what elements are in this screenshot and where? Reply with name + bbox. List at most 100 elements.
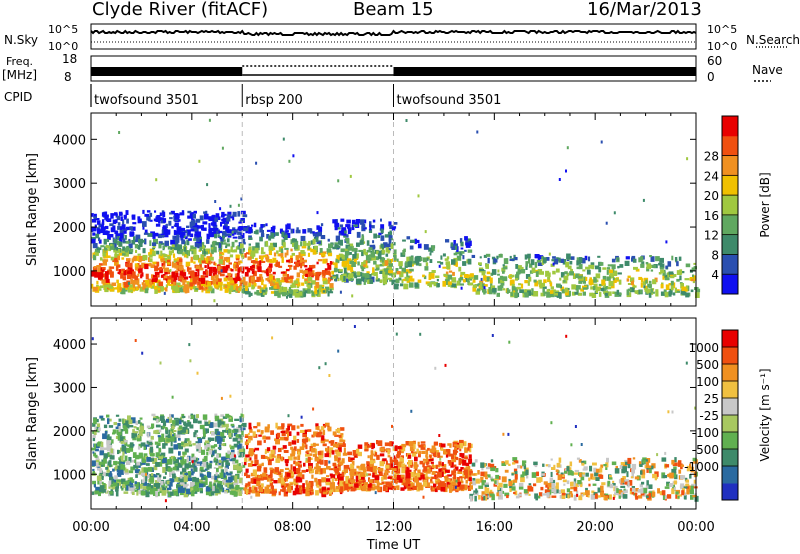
power-scatter-point [442, 253, 446, 257]
velocity-scatter-point [156, 483, 161, 488]
power-scatter-point [361, 235, 365, 241]
velocity-scatter-point [640, 470, 643, 475]
power-scatter-point [180, 227, 186, 231]
velocity-scatter-point [212, 422, 217, 428]
power-scatter-point [158, 281, 164, 287]
velocity-scatter-point [501, 461, 507, 466]
power-scatter-point [291, 252, 295, 256]
velocity-scatter-point [667, 494, 672, 499]
velocity-scatter-point [287, 456, 293, 461]
velocity-scatter-point [544, 489, 548, 494]
velocity-scatter-point [157, 435, 161, 438]
velocity-scatter-point [314, 443, 319, 446]
power-scatter-point [98, 223, 102, 228]
velocity-scatter-point [611, 461, 617, 466]
power-scatter-point [477, 283, 482, 286]
velocity-scatter-point [328, 490, 333, 494]
power-scatter-point [190, 247, 194, 251]
power-scatter-point [455, 262, 458, 267]
velocity-scatter-point [235, 484, 240, 488]
velocity-scatter-point [417, 441, 420, 446]
power-sparse-point [255, 161, 258, 165]
power-scatter-point [607, 267, 611, 270]
power-scatter-point [167, 276, 172, 280]
power-scatter-point [585, 276, 588, 281]
power-scatter-point [148, 257, 151, 262]
power-scatter-point [117, 222, 121, 226]
power-scatter-point [179, 268, 184, 274]
velocity-scatter-point [225, 465, 229, 469]
velocity-scatter-point [215, 491, 218, 496]
power-scatter-point [241, 267, 245, 274]
power-scatter-point [222, 221, 226, 224]
power-scatter-point [502, 267, 506, 273]
velocity-scatter-point [141, 479, 145, 484]
power-sparse-point [405, 119, 408, 122]
velocity-scatter-point [331, 482, 335, 487]
velocity-scatter-point [213, 467, 216, 469]
velocity-scatter-point [373, 460, 376, 464]
velocity-scatter-point [513, 460, 519, 464]
power-scatter-point [114, 257, 119, 263]
velocity-scatter-point [128, 470, 134, 474]
power-scatter-point [350, 266, 354, 273]
power-scatter-point [290, 248, 293, 252]
velocity-scatter-point [217, 475, 220, 478]
power-scatter-point [275, 232, 279, 236]
velocity-scatter-point [98, 427, 101, 432]
power-scatter-point [164, 267, 169, 272]
velocity-scatter-point [585, 487, 588, 492]
power-scatter-point [167, 278, 171, 283]
velocity-scatter-point [305, 460, 309, 463]
power-scatter-point [208, 286, 213, 290]
velocity-scatter-point [94, 431, 97, 435]
velocity-scatter-point [445, 449, 451, 455]
velocity-scatter-point [230, 459, 233, 462]
power-scatter-point [534, 254, 540, 259]
velocity-scatter-point [225, 479, 231, 483]
velocity-scatter-point [136, 436, 142, 442]
velocity-scatter-point [335, 486, 341, 490]
power-scatter-point [369, 279, 374, 284]
power-scatter-point [202, 272, 207, 275]
power-scatter-point [156, 261, 160, 267]
velocity-scatter-point [459, 476, 463, 479]
velocity-scatter-point [245, 454, 250, 458]
velocity-scatter-point [665, 464, 670, 468]
velocity-scatter-point [324, 453, 330, 458]
velocity-scatter-point [576, 490, 579, 496]
power-scatter-point [613, 277, 617, 283]
power-scatter-point [578, 280, 582, 284]
power-scatter-point [308, 240, 311, 245]
power-scatter-point [608, 291, 612, 296]
velocity-scatter-point [313, 431, 318, 434]
power-scatter-point [154, 277, 158, 283]
velocity-scatter-point [487, 463, 491, 469]
velocity-scatter-point [444, 477, 449, 482]
power-scatter-point [672, 274, 677, 277]
power-scatter-point [555, 268, 560, 273]
velocity-scatter-point [223, 472, 226, 478]
velocity-scatter-point [96, 475, 102, 481]
power-sparse-point [169, 269, 172, 272]
velocity-scatter-point [188, 461, 191, 468]
velocity-scatter-point [147, 466, 153, 472]
velocity-scatter-point [269, 475, 272, 479]
power-scatter-point [110, 244, 113, 247]
velocity-scatter-point [222, 429, 226, 433]
velocity-scatter-point [452, 449, 457, 455]
velocity-scatter-point [118, 418, 122, 422]
power-scatter-point [272, 225, 276, 230]
power-scatter-point [117, 225, 122, 230]
velocity-scatter-point [256, 465, 262, 472]
power-scatter-point [303, 270, 308, 274]
velocity-scatter-point [161, 490, 167, 496]
power-scatter-point [203, 213, 209, 220]
power-scatter-point [384, 275, 388, 281]
velocity-scatter-point [567, 470, 573, 476]
power-scatter-point [372, 246, 376, 249]
power-scatter-point [184, 250, 189, 255]
velocity-scatter-point [441, 462, 444, 466]
velocity-scatter-point [583, 466, 588, 471]
velocity-scatter-point [128, 419, 133, 425]
